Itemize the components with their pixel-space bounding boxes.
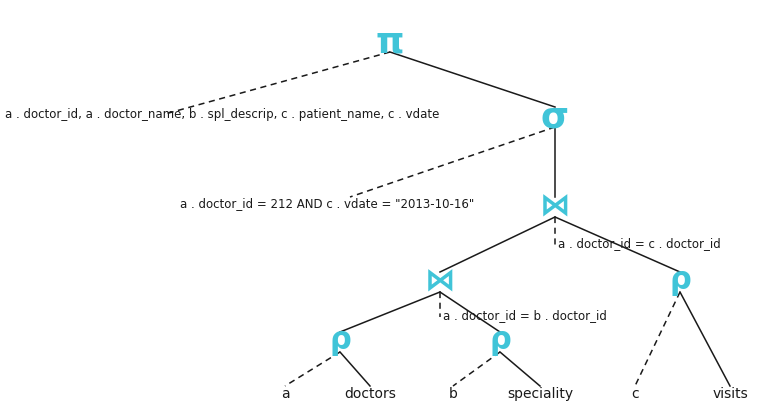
Text: ρ: ρ — [489, 328, 511, 356]
Text: a: a — [281, 387, 289, 401]
Text: speciality: speciality — [507, 387, 573, 401]
Text: a . doctor_id = c . doctor_id: a . doctor_id = c . doctor_id — [558, 237, 721, 250]
Text: ⋈: ⋈ — [539, 192, 570, 222]
Text: visits: visits — [712, 387, 748, 401]
Text: a . doctor_id = b . doctor_id: a . doctor_id = b . doctor_id — [443, 309, 607, 323]
Text: a . doctor_id = 212 AND c . vdate = "2013-10-16": a . doctor_id = 212 AND c . vdate = "201… — [180, 197, 474, 211]
Text: π: π — [375, 25, 404, 59]
Text: c: c — [631, 387, 639, 401]
Text: σ: σ — [541, 100, 569, 134]
Text: doctors: doctors — [344, 387, 396, 401]
Text: ρ: ρ — [329, 328, 351, 356]
Text: ρ: ρ — [670, 267, 691, 297]
Text: ⋈: ⋈ — [425, 267, 455, 297]
Text: a . doctor_id, a . doctor_name, b . spl_descrip, c . patient_name, c . vdate: a . doctor_id, a . doctor_name, b . spl_… — [5, 108, 440, 120]
Text: b: b — [449, 387, 457, 401]
